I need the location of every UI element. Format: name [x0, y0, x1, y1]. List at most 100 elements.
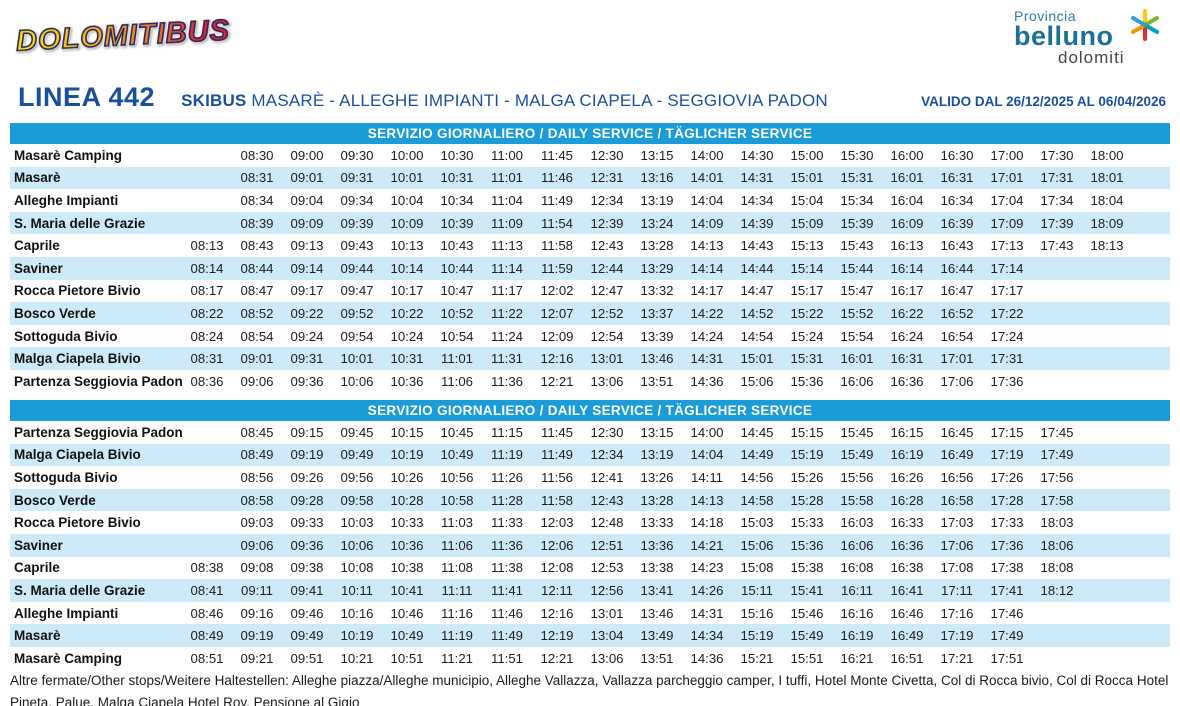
stop-name: Masarè: [14, 628, 61, 644]
departure-time: 09:44: [340, 260, 374, 276]
departure-time: 16:36: [890, 373, 924, 389]
departure-time: 11:59: [540, 260, 574, 276]
departure-time: 11:58: [540, 492, 574, 508]
departure-time: 08:43: [240, 238, 274, 254]
departure-time: 09:33: [290, 515, 324, 531]
departure-time: 15:58: [840, 492, 874, 508]
stop-name: Sottoguda Bivio: [14, 469, 118, 485]
table-row: Sottoguda Bivio 08:56 09:26 09:56 10:26 10:56…: [10, 466, 1170, 489]
departure-time: 10:43: [440, 238, 474, 254]
table-row: Partenza Seggiovia Padon 08:45 09:15 09:45 1…: [10, 421, 1170, 444]
departure-time: 17:26: [990, 469, 1024, 485]
departure-time: 10:01: [390, 170, 424, 186]
departure-time: 14:22: [690, 305, 724, 321]
stop-name: Caprile: [14, 560, 60, 576]
stop-name: Saviner: [14, 260, 63, 276]
route-text: MASARÈ - ALLEGHE IMPIANTI - MALGA CIAPEL…: [246, 91, 828, 110]
departure-time: 16:11: [840, 582, 874, 598]
departure-time: 15:15: [790, 424, 824, 440]
departure-time: 16:22: [890, 305, 924, 321]
departure-time: 17:24: [990, 328, 1024, 344]
table-row: Bosco Verde 08:22 08:52 09:22 09:52 10:22 10:5…: [10, 302, 1170, 325]
departure-time: 11:17: [490, 283, 524, 299]
departure-time: 09:03: [240, 515, 274, 531]
departure-time: 09:36: [290, 373, 324, 389]
departure-time: 15:38: [790, 560, 824, 576]
departure-time: 17:31: [990, 351, 1024, 367]
departure-time: 11:54: [540, 215, 574, 231]
departure-time: 09:19: [240, 628, 274, 644]
departure-time: 10:17: [390, 283, 424, 299]
departure-time: 09:01: [240, 351, 274, 367]
departure-time: 09:54: [340, 328, 374, 344]
departure-time: 11:15: [490, 424, 524, 440]
departure-time: 10:08: [340, 560, 374, 576]
departure-time: 17:03: [940, 515, 974, 531]
departure-time: 10:39: [440, 215, 474, 231]
departure-time: 13:41: [640, 582, 674, 598]
departure-time: 14:04: [690, 192, 724, 208]
stop-name: Bosco Verde: [14, 492, 96, 508]
departure-time: 13:16: [640, 170, 674, 186]
departure-time: 09:19: [290, 447, 324, 463]
departure-time: 12:19: [540, 628, 574, 644]
departure-time: 12:03: [540, 515, 574, 531]
departure-time: 16:43: [940, 238, 974, 254]
departure-time: 10:09: [390, 215, 424, 231]
multicolor-star-icon: [1131, 9, 1159, 41]
stop-name: Partenza Seggiovia Padon: [14, 424, 183, 440]
departure-time: 16:41: [890, 582, 924, 598]
table-row: Sottoguda Bivio 08:24 08:54 09:24 09:54 10:24…: [10, 325, 1170, 348]
route-subtitle: SKIBUS MASARÈ - ALLEGHE IMPIANTI - MALGA…: [181, 91, 828, 111]
departure-time: 15:43: [840, 238, 874, 254]
departure-time: 17:36: [990, 537, 1024, 553]
departure-time: 17:31: [1040, 170, 1074, 186]
table-row: Masarè 08:49 09:19 09:49 10:19 10:49 11:19 11:4…: [10, 624, 1170, 647]
departure-time: 10:31: [390, 351, 424, 367]
departure-time: 11:26: [490, 469, 524, 485]
belluno-label: belluno: [1014, 21, 1114, 51]
departure-time: 17:04: [990, 192, 1024, 208]
departure-time: 15:49: [840, 447, 874, 463]
departure-time: 13:46: [640, 351, 674, 367]
departure-time: 15:21: [740, 650, 774, 666]
departure-time: 09:16: [240, 605, 274, 621]
departure-time: 17:43: [1040, 238, 1074, 254]
departure-time: 14:34: [740, 192, 774, 208]
departure-time: 17:22: [990, 305, 1024, 321]
departure-time: 14:56: [740, 469, 774, 485]
departure-time: 10:26: [390, 469, 424, 485]
departure-time: 15:49: [790, 628, 824, 644]
departure-time: 18:13: [1090, 238, 1124, 254]
stop-name: Partenza Seggiovia Padon: [14, 373, 183, 389]
stop-name: S. Maria delle Grazie: [14, 215, 146, 231]
departure-time: 10:11: [340, 582, 374, 598]
departure-time: 11:01: [490, 170, 524, 186]
departure-time: 13:32: [640, 283, 674, 299]
departure-time: 12:06: [540, 537, 574, 553]
departure-time: 14:36: [690, 650, 724, 666]
departure-time: 16:52: [940, 305, 974, 321]
departure-time: 12:31: [590, 170, 624, 186]
departure-time: 17:30: [1040, 147, 1074, 163]
departure-time: 15:34: [840, 192, 874, 208]
departure-time: 15:36: [790, 373, 824, 389]
departure-time: 12:08: [540, 560, 574, 576]
departure-time: 08:58: [240, 492, 274, 508]
departure-time: 12:43: [590, 492, 624, 508]
departure-time: 14:39: [740, 215, 774, 231]
departure-time: 16:01: [840, 351, 874, 367]
departure-time: 16:30: [940, 147, 974, 163]
departure-time: 15:16: [740, 605, 774, 621]
departure-time: 16:28: [890, 492, 924, 508]
departure-time: 09:14: [290, 260, 324, 276]
departure-time: 13:36: [640, 537, 674, 553]
departure-time: 13:19: [640, 192, 674, 208]
departure-time: 11:09: [490, 215, 524, 231]
departure-time: 16:49: [890, 628, 924, 644]
departure-time: 14:09: [690, 215, 724, 231]
departure-time: 15:30: [840, 147, 874, 163]
stop-name: Malga Ciapela Bivio: [14, 351, 141, 367]
departure-time: 17:41: [990, 582, 1024, 598]
